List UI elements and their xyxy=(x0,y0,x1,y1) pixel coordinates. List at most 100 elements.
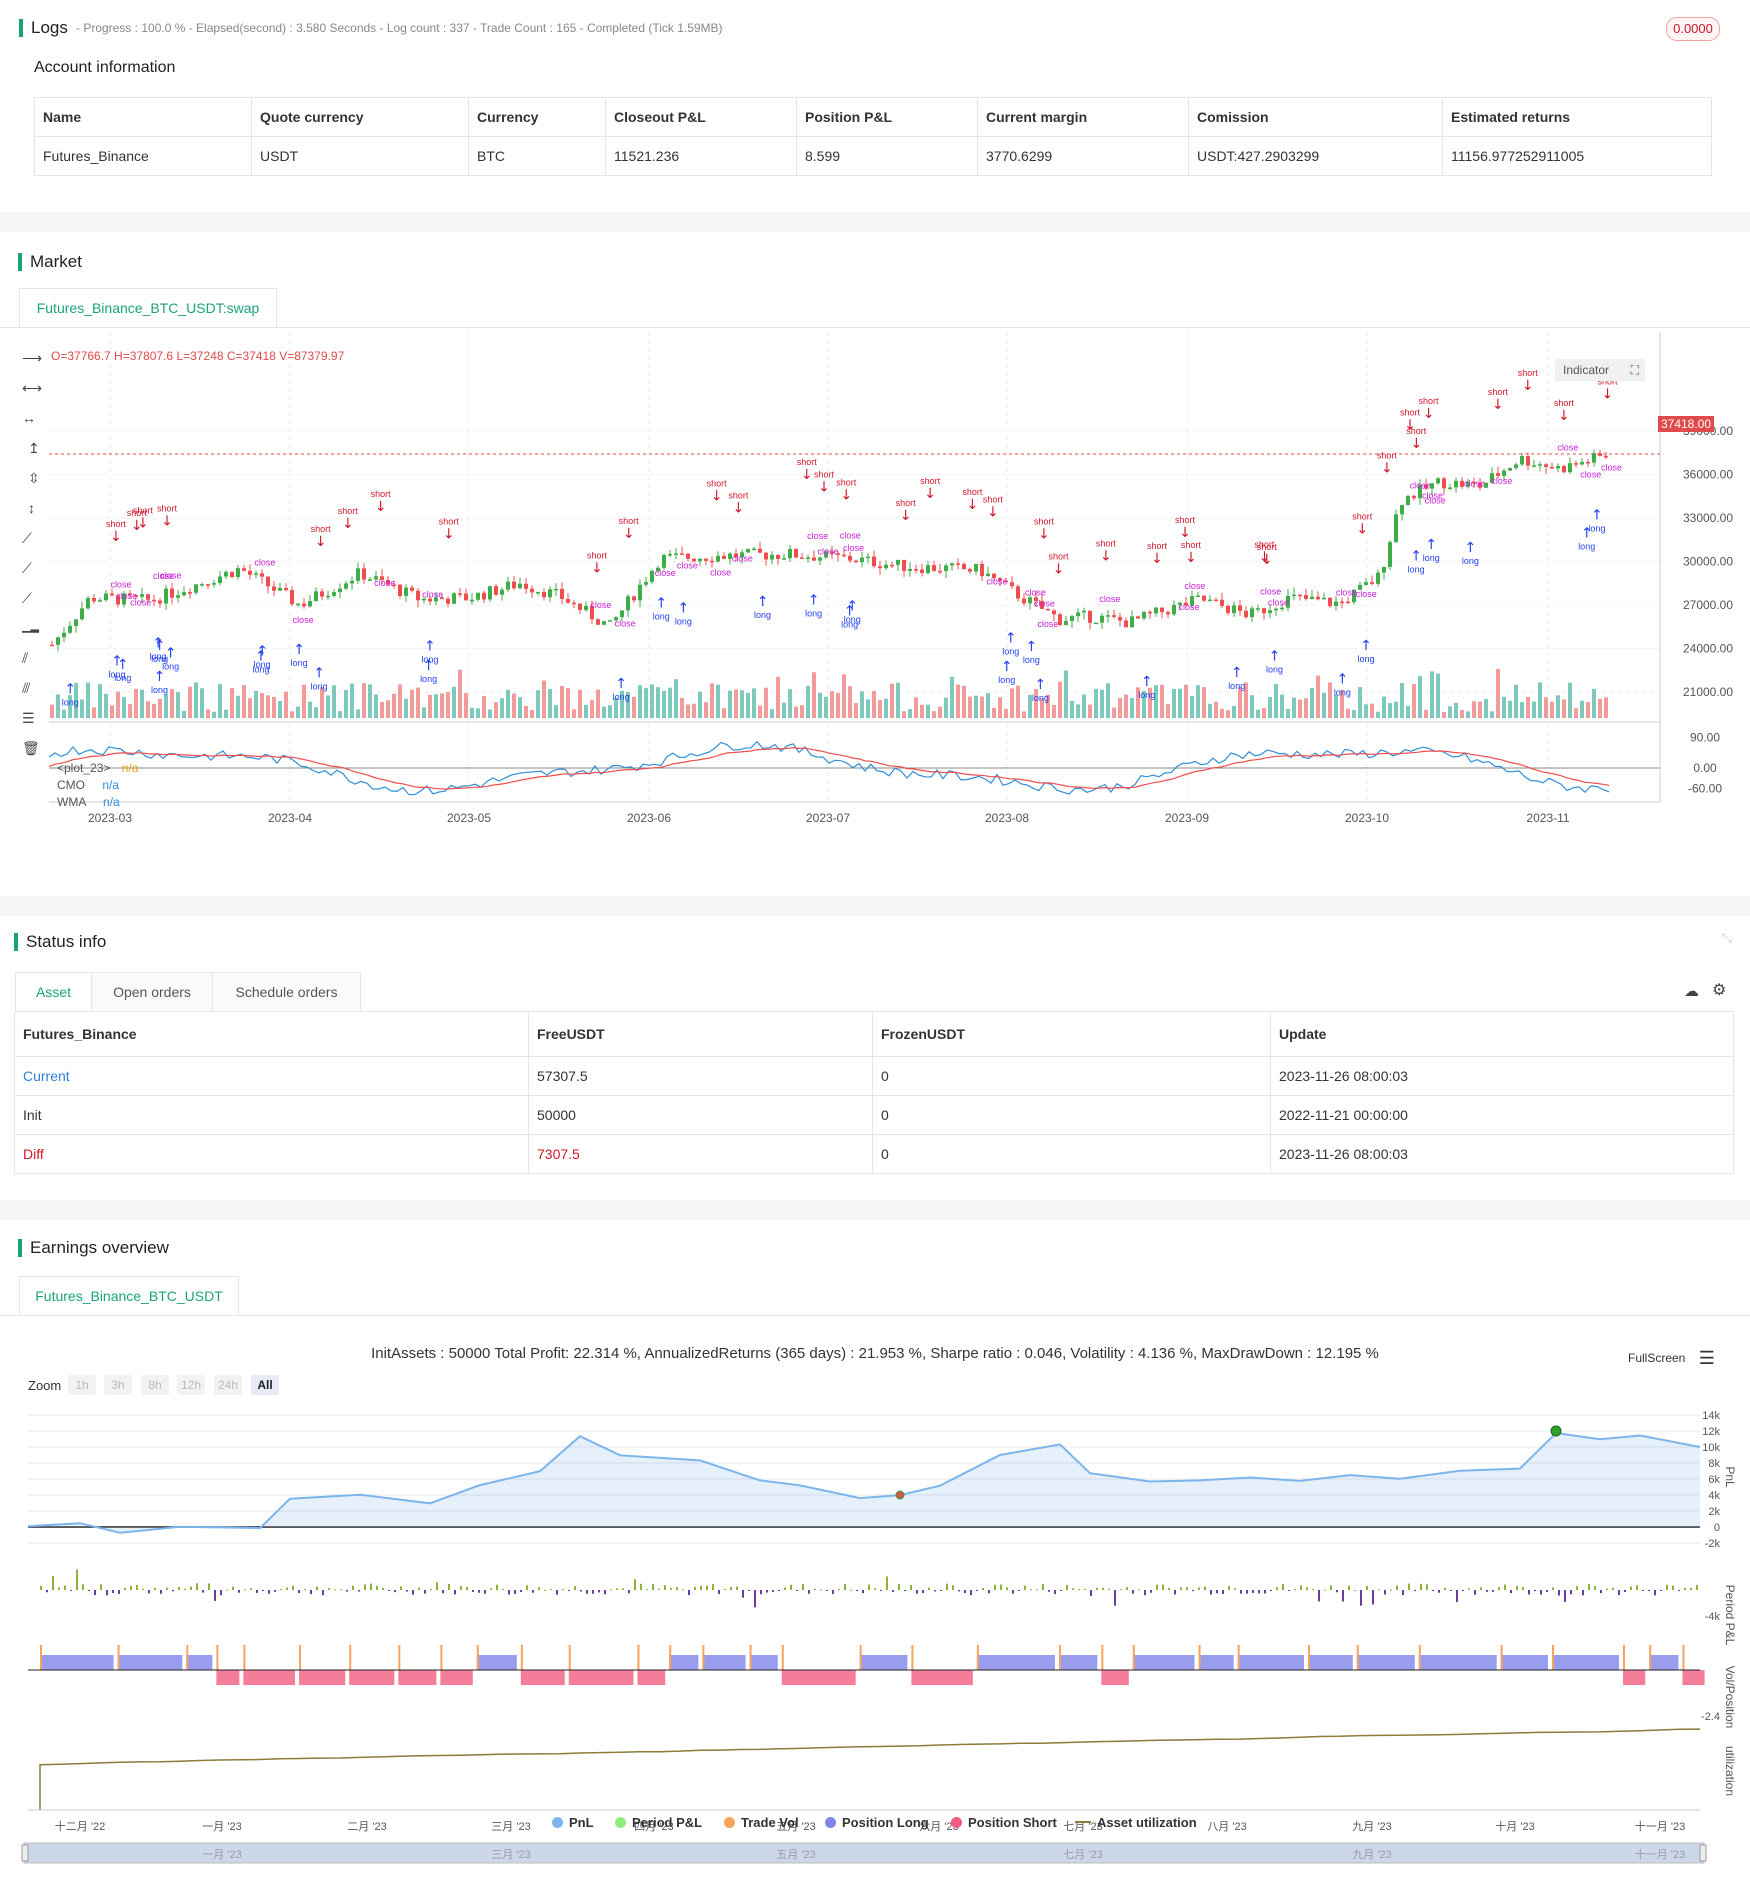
position-short-block xyxy=(520,1670,565,1685)
volume-bar xyxy=(1508,700,1512,718)
menu-icon[interactable]: ☰ xyxy=(1698,1348,1715,1368)
indicator-button[interactable]: Indicator ⛶ xyxy=(1555,359,1645,381)
candle-body xyxy=(944,565,948,572)
horizontal-line-icon[interactable]: ⟷ xyxy=(22,380,43,396)
period-bar xyxy=(1048,1590,1050,1592)
close-label: close xyxy=(160,571,181,581)
gear-icon[interactable]: ⚙ xyxy=(1712,982,1727,999)
period-bar xyxy=(820,1589,822,1591)
volume-bar xyxy=(356,709,360,718)
period-bar xyxy=(850,1589,852,1591)
collapse-icon[interactable]: ⤡ xyxy=(1721,930,1732,945)
period-bar xyxy=(1252,1590,1254,1593)
volume-bar xyxy=(116,691,120,718)
ray-line-icon[interactable]: ⟋ xyxy=(22,560,32,576)
volume-bar xyxy=(182,710,186,718)
trade-vol-bar xyxy=(398,1645,401,1670)
volume-bar xyxy=(452,686,456,718)
candle-body xyxy=(992,573,996,579)
close-label: close xyxy=(1037,619,1058,629)
short-arrow-icon: ↓ xyxy=(131,518,143,534)
short-label: short xyxy=(133,505,154,515)
zoom-3h-button[interactable]: 3h xyxy=(104,1375,132,1395)
period-bar xyxy=(1342,1590,1344,1602)
market-chart[interactable]: ↑longclose↑long↑longcloseshort↓closeshor… xyxy=(0,332,1750,892)
candle-body xyxy=(152,599,156,602)
market-symbol-tab[interactable]: Futures_Binance_BTC_USDT:swap xyxy=(19,288,277,327)
candle-body xyxy=(1214,599,1218,602)
legend-position-short[interactable]: Position Short xyxy=(951,1815,1057,1830)
fibonacci-icon[interactable]: ☰ xyxy=(22,710,35,726)
candle-body xyxy=(1160,607,1164,613)
volume-bar xyxy=(122,697,126,718)
volume-bar xyxy=(1100,689,1104,718)
tab-asset[interactable]: Asset xyxy=(15,972,92,1011)
volume-bar xyxy=(1052,704,1056,718)
position-short-block xyxy=(349,1670,395,1685)
trash-icon[interactable]: 🗑 xyxy=(22,740,40,756)
volume-bar xyxy=(1394,701,1398,718)
cloud-download-icon[interactable]: ☁ xyxy=(1684,983,1699,1000)
candle-body xyxy=(788,549,792,559)
segment-icon[interactable]: ⟋ xyxy=(22,590,32,606)
legend-position-long[interactable]: Position Long xyxy=(825,1815,929,1830)
navigator-tick-label: 十一月 '23 xyxy=(1635,1847,1685,1861)
candle-body xyxy=(1304,595,1308,600)
short-label: short xyxy=(1181,540,1202,550)
vertical-line-icon[interactable]: ⇳ xyxy=(28,470,40,486)
candle-body xyxy=(1580,462,1584,465)
period-bar xyxy=(976,1590,978,1591)
period-bar xyxy=(1258,1590,1260,1594)
zoom-all-button[interactable]: All xyxy=(251,1375,279,1395)
trade-vol-bar xyxy=(1132,1645,1135,1670)
volume-bar xyxy=(920,704,924,718)
candle-body xyxy=(722,555,726,559)
period-bar xyxy=(214,1590,216,1601)
period-bar xyxy=(568,1590,570,1591)
table-row: Current 57307.5 0 2023-11-26 08:00:03 xyxy=(14,1056,1734,1096)
legend-period-pnl[interactable]: Period P&L xyxy=(615,1815,702,1830)
horizontal-ray-icon[interactable]: ⟶ xyxy=(22,350,43,366)
expand-icon[interactable]: ⛶ xyxy=(1630,363,1639,377)
vertical-ray-icon[interactable]: ↥ xyxy=(28,440,40,456)
parallel-channel-icon[interactable]: ⫽ xyxy=(22,650,29,666)
short-label: short xyxy=(1257,542,1278,552)
extended-line-icon[interactable]: ↔ xyxy=(22,410,36,426)
zoom-1h-button[interactable]: 1h xyxy=(68,1375,96,1395)
fib-channel-icon[interactable]: ⫻ xyxy=(22,680,31,696)
period-bar xyxy=(982,1588,984,1590)
tab-open-orders[interactable]: Open orders xyxy=(91,972,213,1011)
legend-asset-utilization[interactable]: Asset utilization xyxy=(1075,1815,1197,1830)
volume-bar xyxy=(734,689,738,718)
position-long-block xyxy=(1418,1655,1497,1670)
short-label: short xyxy=(1034,517,1055,527)
tab-schedule-orders[interactable]: Schedule orders xyxy=(212,972,361,1011)
trend-line-icon[interactable]: ⟋ xyxy=(22,530,32,546)
volume-bar xyxy=(1172,688,1176,718)
pnl-tick-label: 14k xyxy=(1702,1410,1720,1422)
fullscreen-button[interactable]: FullScreen ☰ xyxy=(1628,1348,1715,1369)
close-label: close xyxy=(293,615,314,625)
account-header-quote: Quote currency xyxy=(251,97,469,137)
period-bar xyxy=(616,1588,618,1590)
candle-body xyxy=(254,573,258,575)
earnings-chart[interactable]: 14k 12k 10k 8k 6k 4k 2k 0 -2k -4k -2.4 十二月 '22 一月 '2… xyxy=(0,1405,1750,1885)
price-line-icon[interactable]: ▁▂ xyxy=(22,621,39,633)
period-bar xyxy=(748,1590,750,1591)
volume-bar xyxy=(1082,694,1086,718)
vertical-segment-icon[interactable]: ↕ xyxy=(28,500,35,516)
candle-body xyxy=(1538,464,1542,466)
volume-bar xyxy=(1598,698,1602,718)
trade-vol-bar xyxy=(349,1645,352,1670)
volume-bar xyxy=(1406,705,1410,718)
zoom-24h-button[interactable]: 24h xyxy=(214,1375,242,1395)
cell: 50000 xyxy=(528,1095,873,1135)
legend-trade-vol[interactable]: Trade Vol xyxy=(724,1815,799,1830)
earnings-symbol-tab[interactable]: Futures_Binance_BTC_USDT xyxy=(19,1276,239,1315)
period-bar xyxy=(1444,1587,1446,1590)
zoom-12h-button[interactable]: 12h xyxy=(177,1375,205,1395)
candle-body xyxy=(848,555,852,561)
candle-body xyxy=(578,603,582,611)
zoom-8h-button[interactable]: 8h xyxy=(141,1375,169,1395)
legend-pnl[interactable]: PnL xyxy=(552,1815,594,1830)
